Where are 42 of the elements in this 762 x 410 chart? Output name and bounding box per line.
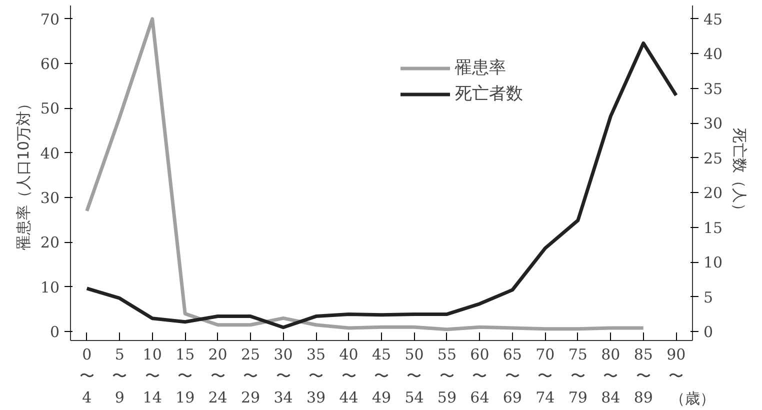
y2-tick-label: 25 [704,149,723,168]
x-axis-title: （歳） [670,390,715,408]
y-tick-label: 0 [50,323,60,342]
x-tick-label: 45 〜 49 [372,346,392,407]
x-tick-label: 75 〜 79 [568,346,588,407]
x-tick-label: 40 〜 44 [339,346,358,407]
x-tick-label: 90 〜 [666,346,686,386]
y2-tick-label: 40 [704,45,723,64]
y-tick-label: 70 [40,10,60,28]
y2-tick-label: 35 [704,80,723,98]
x-tick-label: 5 〜 9 [112,346,128,407]
x-tick-label: 60 〜 64 [470,346,490,407]
y2-axis-title: 死亡数（人） [730,128,749,218]
x-tick-label: 20 〜 24 [208,346,228,407]
x-tick-label: 10 〜 14 [142,346,162,407]
y2-tick-label: 20 [704,184,723,202]
legend-label: 死亡者数 [455,83,523,105]
y2-tick-label: 0 [704,323,714,342]
x-tick-label: 65 〜 69 [502,346,522,407]
x-tick-label: 80 〜 84 [601,346,620,407]
y2-tick-label: 5 [704,288,714,306]
legend-label: 罹患率 [455,57,506,79]
y2-tick-label: 45 [704,10,723,28]
x-tick-label: 35 〜 39 [306,346,326,407]
y-tick-label: 50 [40,100,60,118]
x-tick-label: 15 〜 19 [176,346,195,407]
x-tick-label: 0 〜 4 [79,346,94,407]
x-tick-label: 55 〜 59 [437,346,457,407]
x-tick-label: 50 〜 54 [404,346,424,407]
x-tick-label: 70 〜 74 [536,346,555,407]
y2-tick-label: 15 [704,218,723,237]
y-axis-title: 罹患率（人口10万対） [14,96,32,252]
x-tick-label: 30 〜 34 [274,346,293,407]
y-tick-label: 30 [40,189,60,208]
y-tick-label: 10 [40,278,60,296]
y-tick-label: 20 [40,234,60,252]
x-tick-label: 85 〜 89 [634,346,653,407]
x-tick-label: 25 〜 29 [241,346,260,407]
y2-tick-label: 10 [704,254,723,272]
y-tick-label: 60 [40,55,60,74]
y-tick-label: 40 [40,144,60,162]
y2-tick-label: 30 [704,114,723,133]
